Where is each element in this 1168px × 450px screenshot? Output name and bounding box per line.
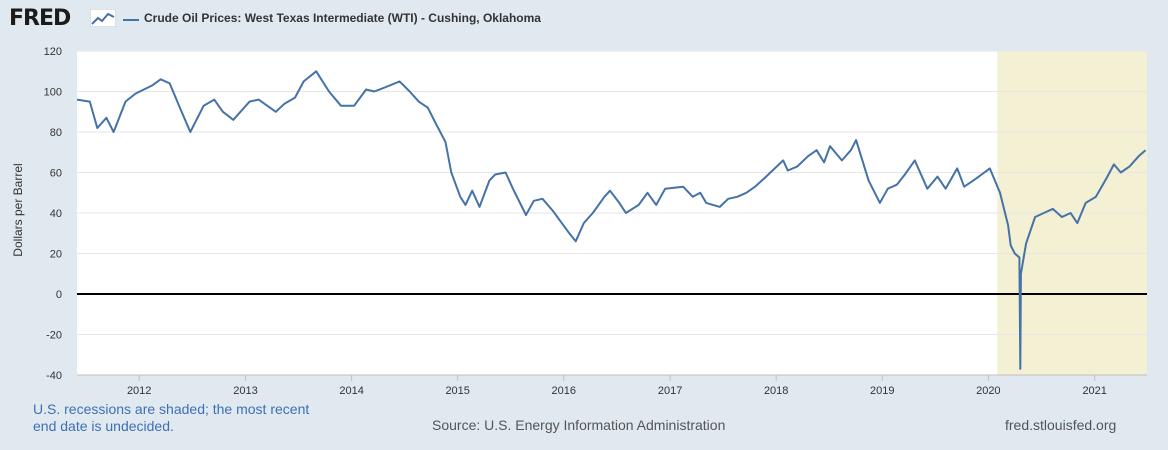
- recession-note: U.S. recessions are shaded; the most rec…: [33, 401, 310, 434]
- y-tick-label: 120: [44, 46, 62, 58]
- x-tick-label: 2018: [764, 385, 788, 397]
- x-tick-label: 2012: [127, 385, 151, 397]
- x-tick-label: 2017: [658, 385, 682, 397]
- x-tick-label: 2014: [339, 385, 363, 397]
- y-tick-label: -40: [46, 370, 62, 382]
- y-tick-label: 60: [50, 168, 62, 180]
- y-tick-label: 0: [56, 289, 62, 301]
- x-tick-label: 2013: [233, 385, 257, 397]
- y-tick-label: 80: [50, 127, 62, 139]
- x-tick-label: 2021: [1082, 385, 1106, 397]
- fred-chart-icon: [90, 9, 116, 27]
- x-tick-label: 2016: [552, 385, 576, 397]
- x-tick-label: 2020: [976, 385, 1000, 397]
- x-tick-label: 2015: [445, 385, 469, 397]
- x-tick-label: 2019: [870, 385, 894, 397]
- legend-swatch: [123, 19, 139, 21]
- site-link[interactable]: fred.stlouisfed.org: [1005, 417, 1117, 433]
- source-note: Source: U.S. Energy Information Administ…: [432, 417, 726, 433]
- fred-logo[interactable]: FRED: [9, 6, 71, 31]
- y-tick-label: -20: [46, 330, 62, 342]
- series-line: [76, 70, 1147, 370]
- y-tick-label: 100: [44, 87, 62, 99]
- y-tick-label: 40: [50, 208, 62, 220]
- chart-title: Crude Oil Prices: West Texas Intermediat…: [144, 11, 541, 25]
- y-tick-label: 20: [50, 249, 62, 261]
